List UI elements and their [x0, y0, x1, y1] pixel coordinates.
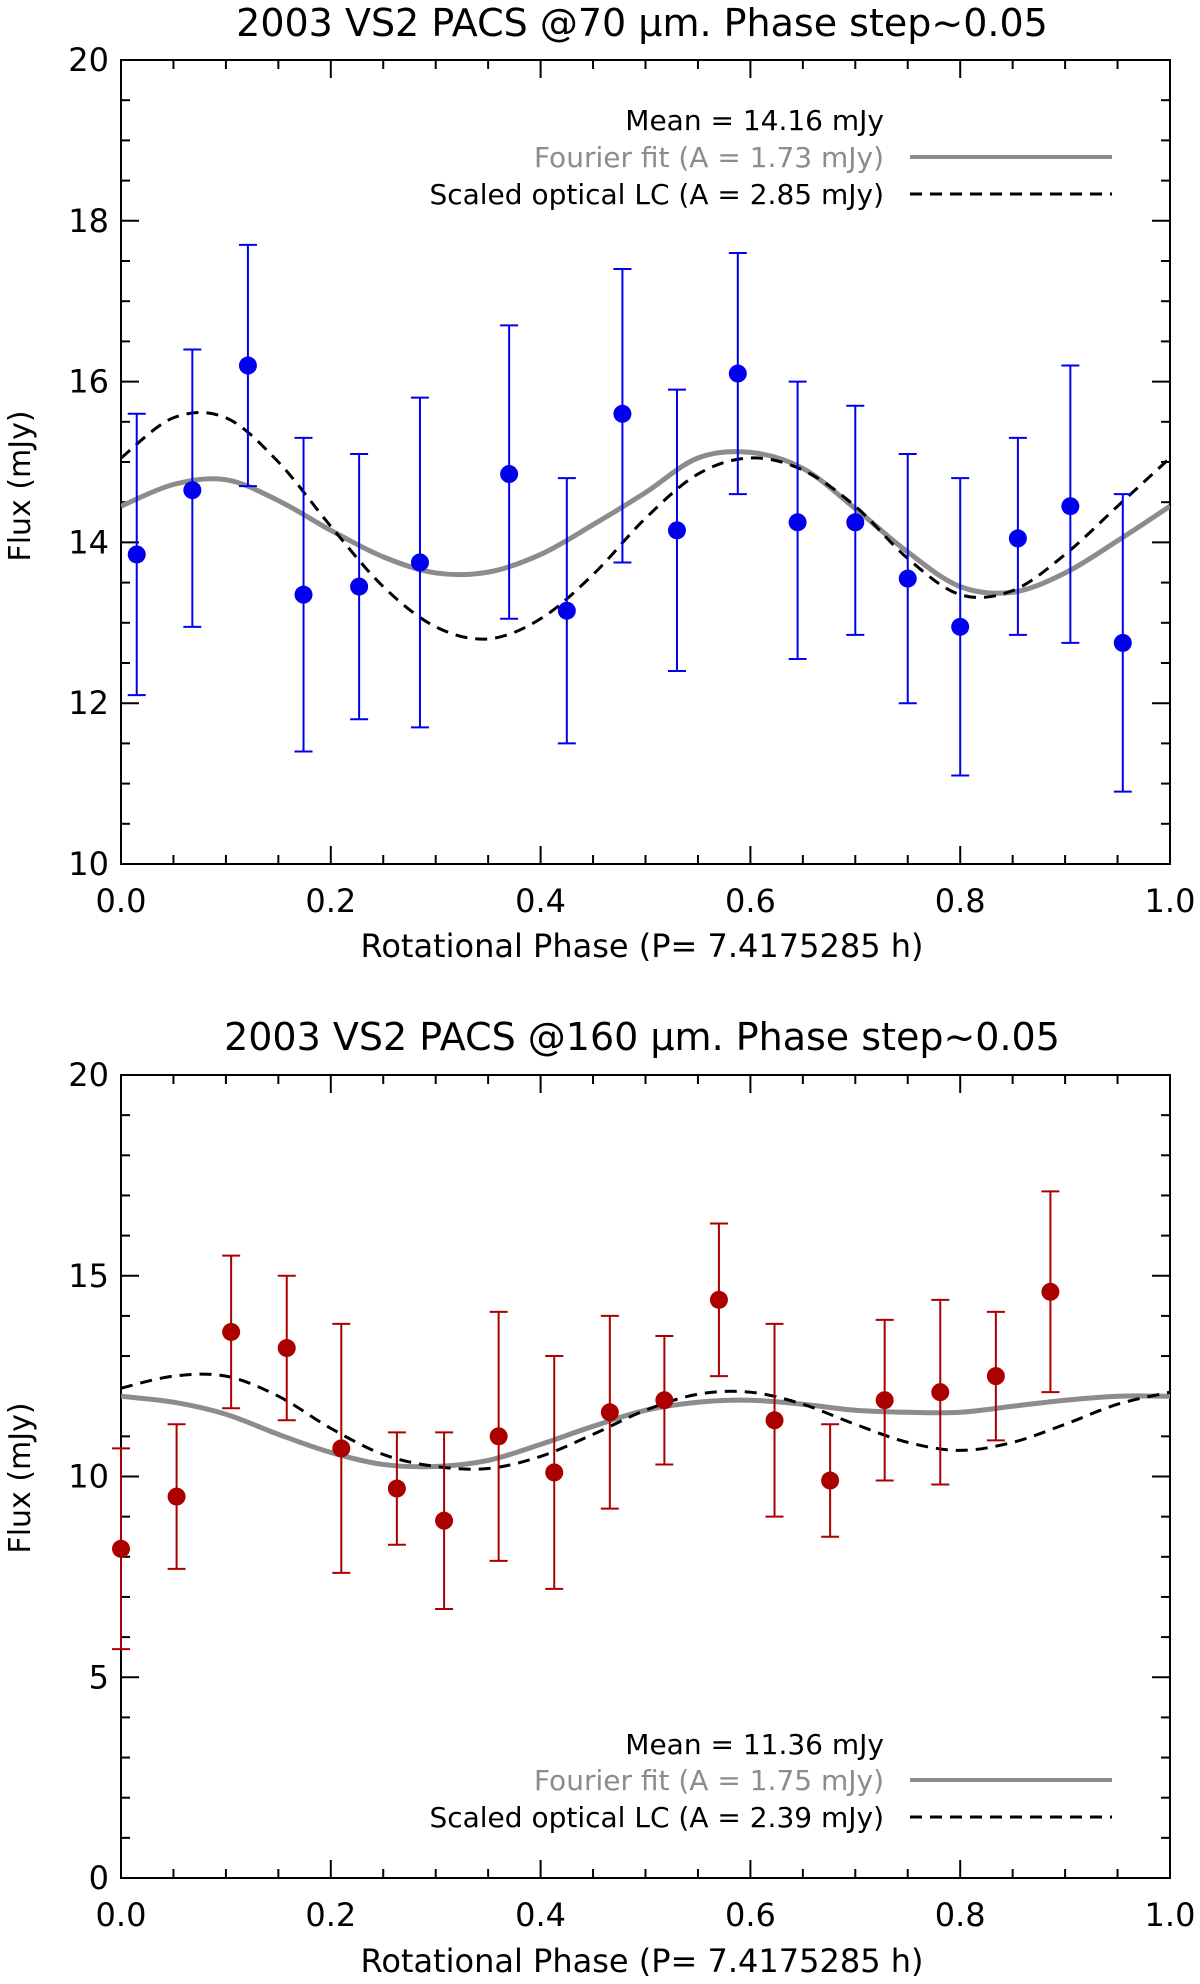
x-tick-label: 0.0	[96, 1896, 147, 1934]
data-point	[277, 1339, 296, 1358]
x-tick-label: 0.4	[515, 882, 566, 920]
data-point	[332, 1439, 351, 1458]
data-point	[500, 465, 519, 484]
data-point	[350, 577, 369, 596]
chart-title: 2003 VS2 PACS @160 μm. Phase step~0.05	[224, 1015, 1060, 1059]
y-axis-label: Flux (mJy)	[3, 1402, 38, 1553]
x-tick-label: 0.0	[96, 882, 147, 920]
legend-optical-label: Scaled optical LC (A = 2.85 mJy)	[429, 178, 884, 211]
x-tick-label: 0.8	[935, 882, 986, 920]
optical-lc-line	[121, 411, 1170, 641]
data-point	[846, 513, 865, 532]
data-point	[931, 1383, 950, 1402]
data-point	[667, 521, 686, 540]
data-point	[788, 513, 807, 532]
data-point	[387, 1479, 406, 1498]
chart-title: 2003 VS2 PACS @70 μm. Phase step~0.05	[236, 1, 1048, 45]
x-tick-label: 1.0	[1145, 882, 1196, 920]
x-tick-label: 0.2	[305, 1896, 356, 1934]
y-tick-label: 20	[68, 41, 109, 79]
data-point	[238, 356, 257, 375]
data-point	[951, 617, 970, 636]
fourier-fit-line	[121, 449, 1170, 596]
y-tick-label: 10	[68, 1458, 109, 1496]
fourier-fit-line	[121, 1393, 1170, 1470]
y-tick-label: 15	[68, 1257, 109, 1295]
x-tick-label: 0.8	[935, 1896, 986, 1934]
x-tick-label: 1.0	[1145, 1896, 1196, 1934]
y-axis-label: Flux (mJy)	[3, 410, 38, 561]
panel-160um: 2003 VS2 PACS @160 μm. Phase step~0.05 R…	[3, 1015, 1195, 1980]
data-point	[167, 1487, 186, 1506]
legend-fourier-label: Fourier fit (A = 1.75 mJy)	[534, 1764, 884, 1797]
data-point	[545, 1463, 564, 1482]
data-point	[821, 1471, 840, 1490]
x-tick-label: 0.4	[515, 1896, 566, 1934]
data-point	[613, 404, 632, 423]
y-tick-label: 18	[68, 202, 109, 240]
x-axis-label: Rotational Phase (P= 7.4175285 h)	[361, 927, 924, 965]
data-point	[557, 601, 576, 620]
data-point	[709, 1290, 728, 1309]
data-point	[655, 1391, 674, 1410]
data-point	[986, 1367, 1005, 1386]
data-point	[435, 1511, 454, 1530]
legend-fourier-label: Fourier fit (A = 1.73 mJy)	[534, 141, 884, 174]
y-tick-label: 12	[68, 684, 109, 722]
data-point	[898, 569, 917, 588]
legend-mean-label: Mean = 14.16 mJy	[625, 104, 884, 137]
data-point	[112, 1539, 130, 1558]
data-point	[1008, 529, 1027, 548]
x-axis-label: Rotational Phase (P= 7.4175285 h)	[361, 1942, 924, 1980]
x-tick-label: 0.6	[725, 1896, 776, 1934]
data-point	[222, 1322, 241, 1341]
data-point	[489, 1427, 508, 1446]
data-point	[1061, 497, 1080, 516]
data-point	[600, 1403, 619, 1422]
data-point	[410, 553, 429, 572]
panel-70um: 2003 VS2 PACS @70 μm. Phase step~0.05 Ro…	[3, 1, 1195, 965]
data-point	[183, 481, 202, 500]
data-point	[294, 585, 313, 604]
y-tick-label: 16	[68, 363, 109, 401]
data-point	[1113, 633, 1132, 652]
y-tick-label: 20	[68, 1056, 109, 1094]
y-tick-label: 10	[68, 845, 109, 883]
data-point	[1041, 1282, 1060, 1301]
legend-mean-label: Mean = 11.36 mJy	[625, 1728, 884, 1761]
data-point	[728, 364, 747, 383]
data-point	[127, 545, 146, 564]
x-tick-label: 0.6	[725, 882, 776, 920]
legend-optical-label: Scaled optical LC (A = 2.39 mJy)	[429, 1801, 884, 1834]
y-tick-label: 0	[89, 1859, 109, 1897]
y-tick-label: 14	[68, 523, 109, 561]
x-tick-label: 0.2	[305, 882, 356, 920]
data-point	[765, 1411, 784, 1430]
optical-lc-line	[121, 1372, 1170, 1471]
data-point	[875, 1391, 894, 1410]
y-tick-label: 5	[89, 1658, 109, 1696]
